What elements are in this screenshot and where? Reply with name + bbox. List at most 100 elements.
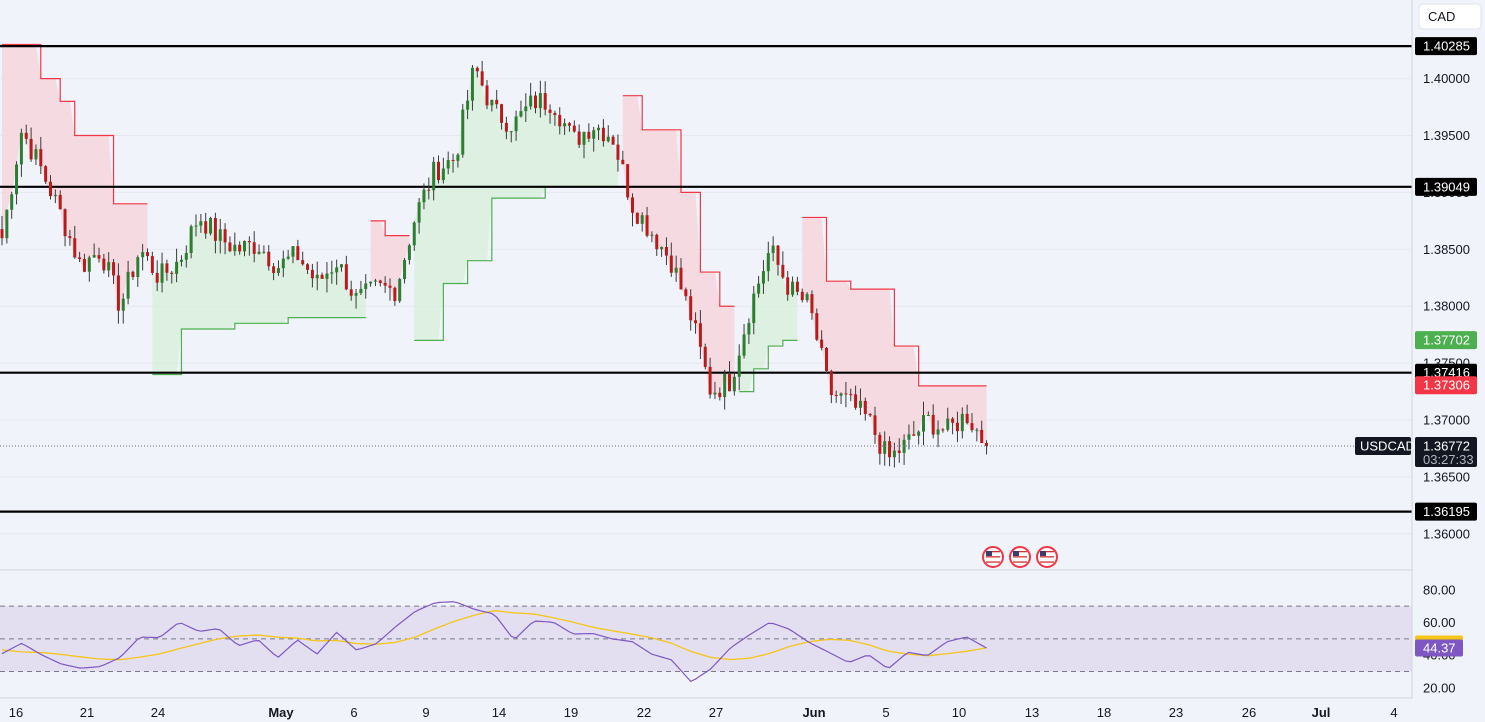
candle[interactable] <box>184 245 188 268</box>
candle[interactable] <box>888 436 892 467</box>
candle[interactable] <box>112 259 116 284</box>
candle[interactable] <box>160 252 164 293</box>
candle[interactable] <box>766 241 770 282</box>
candle[interactable] <box>757 275 761 298</box>
candle[interactable] <box>664 237 668 266</box>
candle[interactable] <box>0 215 4 246</box>
candle[interactable] <box>694 312 698 334</box>
candle[interactable] <box>708 357 712 399</box>
candle[interactable] <box>451 153 455 173</box>
candle[interactable] <box>834 390 838 403</box>
candle[interactable] <box>422 183 426 210</box>
candle[interactable] <box>737 344 741 391</box>
candle[interactable] <box>466 89 470 120</box>
candle[interactable] <box>917 430 921 445</box>
candle[interactable] <box>849 388 853 402</box>
candle[interactable] <box>44 165 48 184</box>
candle[interactable] <box>563 118 567 135</box>
candle[interactable] <box>34 144 38 166</box>
us-flag-icon[interactable] <box>1036 546 1058 568</box>
candle[interactable] <box>470 65 474 111</box>
support-resistance-levels[interactable] <box>0 45 1412 513</box>
candle[interactable] <box>529 82 533 110</box>
candle[interactable] <box>63 208 67 247</box>
candle[interactable] <box>286 249 290 260</box>
candle[interactable] <box>373 278 377 287</box>
candle[interactable] <box>320 272 324 279</box>
candle[interactable] <box>82 253 86 273</box>
candle[interactable] <box>165 259 169 281</box>
candle[interactable] <box>946 407 950 432</box>
candle[interactable] <box>155 260 159 292</box>
candle[interactable] <box>247 236 251 256</box>
candle[interactable] <box>252 231 256 263</box>
candle[interactable] <box>980 420 984 444</box>
candle[interactable] <box>829 369 833 404</box>
candle[interactable] <box>519 100 523 118</box>
price-tag[interactable] <box>1415 331 1477 350</box>
candle[interactable] <box>606 125 610 143</box>
candle[interactable] <box>39 136 43 174</box>
price-axis[interactable]: 1.400001.395001.390001.385001.380001.375… <box>1355 37 1477 541</box>
candle[interactable] <box>495 89 499 109</box>
candle[interactable] <box>485 80 489 110</box>
candle[interactable] <box>873 406 877 444</box>
us-flag-icon[interactable] <box>1009 546 1031 568</box>
candle[interactable] <box>131 270 135 280</box>
candle[interactable] <box>359 280 363 296</box>
candle[interactable] <box>820 330 824 351</box>
candle[interactable] <box>543 81 547 116</box>
candle[interactable] <box>97 247 101 263</box>
candle[interactable] <box>204 212 208 239</box>
candle[interactable] <box>577 124 581 149</box>
candle[interactable] <box>194 214 198 237</box>
candle[interactable] <box>805 292 809 303</box>
candle[interactable] <box>73 225 77 259</box>
candle[interactable] <box>582 131 586 159</box>
candle[interactable] <box>684 287 688 301</box>
candle[interactable] <box>810 290 814 320</box>
candle[interactable] <box>412 221 416 251</box>
candle[interactable] <box>344 255 348 291</box>
candle[interactable] <box>509 130 513 143</box>
candle[interactable] <box>92 243 96 258</box>
candle[interactable] <box>461 103 465 158</box>
candle[interactable] <box>795 276 799 296</box>
economic-events[interactable] <box>982 546 1058 568</box>
candle[interactable] <box>776 245 780 276</box>
candle[interactable] <box>936 420 940 448</box>
candle[interactable] <box>786 270 790 301</box>
candle[interactable] <box>718 387 722 401</box>
price-tag[interactable] <box>1415 502 1477 521</box>
candle[interactable] <box>87 255 91 282</box>
candle[interactable] <box>791 276 795 297</box>
candle[interactable] <box>713 381 717 400</box>
candle[interactable] <box>301 251 305 266</box>
candle[interactable] <box>815 308 819 342</box>
price-tag[interactable] <box>1415 37 1477 56</box>
candle[interactable] <box>534 91 537 114</box>
candle[interactable] <box>432 156 436 201</box>
candle[interactable] <box>228 236 232 253</box>
candle[interactable] <box>296 239 300 261</box>
candle[interactable] <box>660 246 664 257</box>
candle[interactable] <box>645 206 649 238</box>
candle[interactable] <box>965 404 969 425</box>
candle[interactable] <box>558 107 562 135</box>
candle[interactable] <box>306 263 310 275</box>
candle[interactable] <box>631 193 634 227</box>
candlestick-series[interactable] <box>0 60 989 468</box>
candle[interactable] <box>854 385 858 410</box>
candle[interactable] <box>868 413 872 418</box>
candle[interactable] <box>698 310 702 359</box>
candle[interactable] <box>723 369 727 410</box>
candle[interactable] <box>58 190 62 210</box>
us-flag-icon[interactable] <box>982 546 1004 568</box>
rsi-tag[interactable] <box>1415 639 1463 657</box>
candle[interactable] <box>601 119 605 147</box>
candle[interactable] <box>912 421 916 436</box>
candle[interactable] <box>10 191 14 219</box>
candle[interactable] <box>679 258 683 290</box>
candle[interactable] <box>500 103 504 130</box>
